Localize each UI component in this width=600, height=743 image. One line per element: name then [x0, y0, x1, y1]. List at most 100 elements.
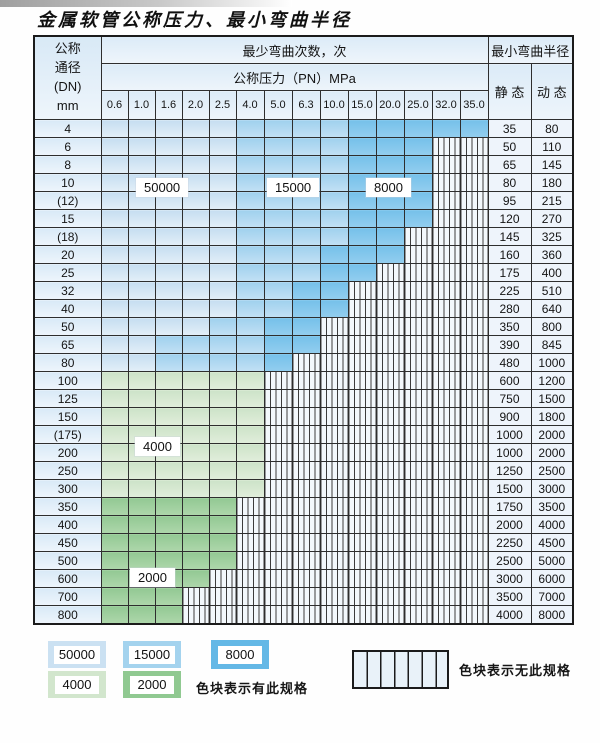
spec-cell [263, 335, 293, 354]
dn-cell: 25 [33, 263, 102, 282]
spec-cell [235, 479, 265, 498]
no-spec-cell [235, 497, 265, 516]
no-spec-cell [431, 479, 461, 498]
spec-cell [100, 209, 129, 228]
no-spec-cell [291, 569, 321, 588]
spec-cell [181, 353, 210, 372]
no-spec-cell [263, 407, 293, 426]
dynamic-radius-cell: 110 [530, 137, 574, 156]
spec-cell [127, 353, 156, 372]
spec-cell [100, 443, 129, 462]
spec-cell [154, 587, 183, 606]
no-spec-cell [403, 569, 433, 588]
spec-cell [100, 551, 129, 570]
spec-cell [100, 299, 129, 318]
spec-cell [375, 227, 405, 246]
spec-cell [208, 299, 237, 318]
spec-cell [181, 497, 210, 516]
no-spec-cell [263, 443, 293, 462]
no-spec-cell [319, 461, 349, 480]
spec-cell [459, 119, 489, 138]
cycles-label-2000: 2000 [130, 568, 175, 587]
spec-cell [127, 155, 156, 174]
spec-cell [100, 371, 129, 390]
dn-cell: 400 [33, 515, 102, 534]
dynamic-radius-cell: 3500 [530, 497, 574, 516]
spec-cell [100, 281, 129, 300]
table-row: (18) 145 325 [33, 227, 574, 246]
static-radius-cell: 390 [487, 335, 532, 354]
no-spec-cell [403, 515, 433, 534]
spec-cell [100, 227, 129, 246]
no-spec-cell [375, 515, 405, 534]
spec-cell [235, 263, 265, 282]
no-spec-cell [235, 515, 265, 534]
table-row: 80 480 1000 [33, 353, 574, 372]
no-spec-cell [403, 479, 433, 498]
spec-cell [154, 389, 183, 408]
dn-cell: (18) [33, 227, 102, 246]
spec-cell [347, 137, 377, 156]
spec-cell [181, 515, 210, 534]
dynamic-radius-cell: 400 [530, 263, 574, 282]
static-radius-cell: 145 [487, 227, 532, 246]
dn-cell: 40 [33, 299, 102, 318]
table-row: 25 175 400 [33, 263, 574, 282]
spec-cell [127, 281, 156, 300]
spec-cell [127, 335, 156, 354]
spec-cell [208, 389, 237, 408]
no-spec-cell [459, 281, 489, 300]
static-radius-cell: 80 [487, 173, 532, 192]
no-spec-cell [459, 461, 489, 480]
spec-cell [347, 119, 377, 138]
no-spec-cell [459, 515, 489, 534]
spec-cell [100, 479, 129, 498]
spec-cell [235, 353, 265, 372]
spec-cell [127, 209, 156, 228]
dynamic-radius-cell: 2500 [530, 461, 574, 480]
dynamic-radius-cell: 1000 [530, 353, 574, 372]
spec-cell [181, 137, 210, 156]
no-spec-cell [263, 605, 293, 625]
radius-header: 最小弯曲半径 [487, 35, 574, 64]
spec-cell [127, 227, 156, 246]
pressure-tick: 20.0 [375, 90, 405, 120]
pressure-tick: 35.0 [459, 90, 489, 120]
no-spec-cell [459, 299, 489, 318]
spec-cell [235, 191, 265, 210]
no-spec-cell [459, 317, 489, 336]
no-spec-cell [375, 407, 405, 426]
static-radius-cell: 225 [487, 281, 532, 300]
no-spec-cell [459, 497, 489, 516]
spec-cell [235, 371, 265, 390]
spec-cell [154, 515, 183, 534]
no-spec-cell [347, 407, 377, 426]
no-spec-cell [347, 425, 377, 444]
no-spec-cell [347, 371, 377, 390]
table-row: 300 1500 3000 [33, 479, 574, 498]
table-row: 150 900 1800 [33, 407, 574, 426]
spec-cell [208, 407, 237, 426]
no-spec-cell [403, 587, 433, 606]
spec-cell [208, 263, 237, 282]
spec-cell [235, 281, 265, 300]
table-row: 32 225 510 [33, 281, 574, 300]
dynamic-radius-cell: 4000 [530, 515, 574, 534]
spec-cell [181, 335, 210, 354]
dynamic-radius-cell: 7000 [530, 587, 574, 606]
no-spec-cell [375, 443, 405, 462]
table-row: 4 35 80 [33, 119, 574, 138]
table-row: 6 50 110 [33, 137, 574, 156]
spec-cell [100, 317, 129, 336]
no-spec-cell [459, 479, 489, 498]
no-spec-cell [459, 407, 489, 426]
no-spec-cell [375, 533, 405, 552]
no-spec-cell [403, 353, 433, 372]
dn-cell: (175) [33, 425, 102, 444]
spec-cell [347, 209, 377, 228]
no-spec-cell [319, 515, 349, 534]
no-spec-cell [375, 317, 405, 336]
no-spec-cell [291, 479, 321, 498]
no-spec-cell [431, 425, 461, 444]
no-spec-cell [347, 299, 377, 318]
